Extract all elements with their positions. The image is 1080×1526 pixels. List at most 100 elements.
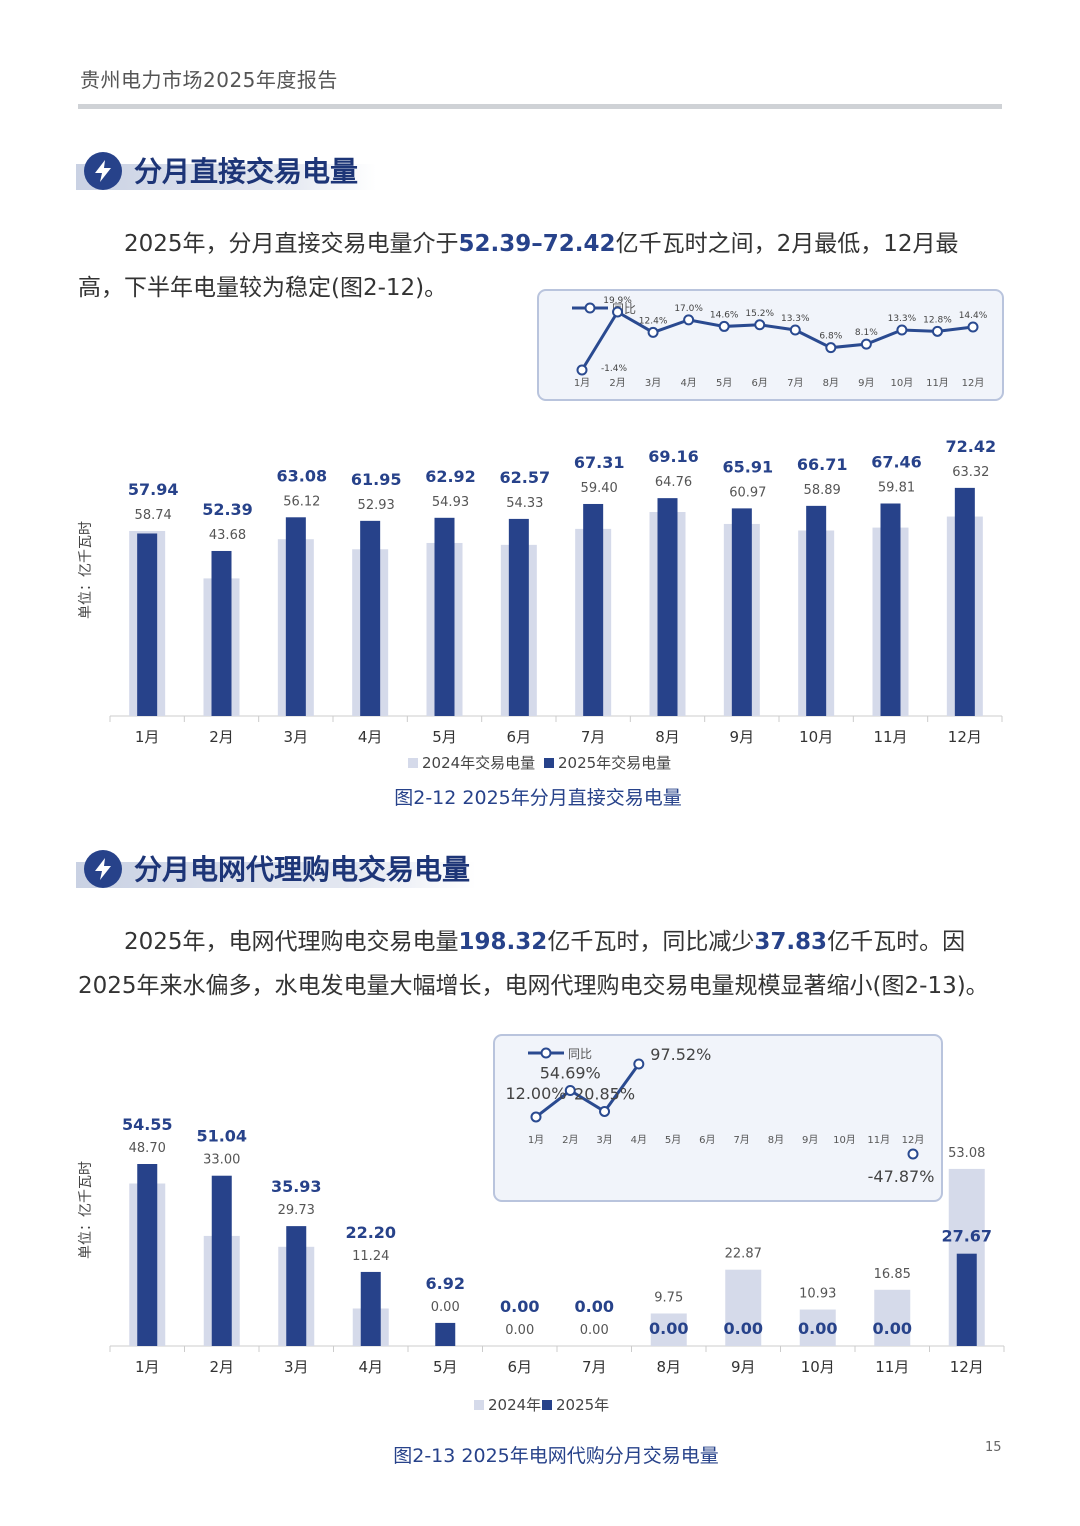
x-tick-label: 2月 xyxy=(209,728,234,746)
x-tick-label: 4月 xyxy=(358,728,383,746)
x-tick-label: 8月 xyxy=(656,1358,681,1376)
inset-point-label: -47.87% xyxy=(868,1167,935,1186)
inset-x-tick-label: 11月 xyxy=(867,1134,890,1146)
legend-swatch-2024 xyxy=(408,758,418,768)
figure-caption: 图2-13 2025年电网代购分月交易电量 xyxy=(393,1445,719,1467)
para-highlight: 52.39–72.42 xyxy=(458,231,616,257)
bar-2025 xyxy=(954,487,975,716)
data-label-2024: 59.81 xyxy=(878,481,915,496)
data-label-2025: 0.00 xyxy=(798,1319,837,1338)
inset-x-tick-label: 3月 xyxy=(645,377,661,389)
data-label-2024: 58.74 xyxy=(135,508,172,523)
inset-point xyxy=(576,364,588,376)
data-label-2024: 54.93 xyxy=(432,495,469,510)
data-label-2025: 62.57 xyxy=(500,468,551,487)
bar-2025 xyxy=(435,1322,456,1346)
inset-x-tick-label: 11月 xyxy=(926,377,949,389)
x-tick-label: 9月 xyxy=(731,1358,756,1376)
data-label-2025: 27.67 xyxy=(941,1227,992,1246)
data-label-2025: 0.00 xyxy=(575,1297,614,1316)
inset-x-tick-label: 6月 xyxy=(699,1134,715,1146)
direct-trade-chart: 58.74 57.94 1月 43.68 52.39 2月 56.12 63.08 3月 52.9… xyxy=(78,289,1004,772)
bar-2025 xyxy=(806,505,827,716)
data-label-2025: 54.55 xyxy=(122,1115,173,1134)
x-tick-label: 5月 xyxy=(433,1358,458,1376)
bar-2025 xyxy=(360,520,381,716)
inset-point-label: 54.69% xyxy=(540,1064,601,1083)
lightning-icon xyxy=(84,152,122,190)
data-label-2024: 59.40 xyxy=(581,481,618,496)
inset-x-tick-label: 6月 xyxy=(752,377,768,389)
inset-point-label: 12.00% xyxy=(505,1084,566,1103)
inset-x-tick-label: 4月 xyxy=(680,377,696,389)
data-label-2024: 0.00 xyxy=(580,1323,609,1338)
para-text: 亿千瓦时之间，2月最低，12月最高，下半年电量较为稳定(图2-12)。 xyxy=(78,231,959,301)
inset-x-tick-label: 12月 xyxy=(962,377,985,389)
section-heading-direct-trade: 分月直接交易电量 xyxy=(76,152,596,190)
inset-point-label: 12.8% xyxy=(923,315,952,325)
data-label-2024: 64.76 xyxy=(655,475,692,490)
data-label-2025: 67.31 xyxy=(574,453,625,472)
x-tick-label: 11月 xyxy=(875,1358,909,1376)
x-tick-label: 2月 xyxy=(209,1358,234,1376)
data-label-2025: 62.92 xyxy=(425,467,476,486)
inset-x-tick-label: 10月 xyxy=(833,1134,856,1146)
bar-2024 xyxy=(799,1309,836,1346)
inset-x-tick-label: 2月 xyxy=(609,377,625,389)
data-label-2025: 69.16 xyxy=(648,447,699,466)
inset-point xyxy=(564,1085,576,1097)
x-tick-label: 9月 xyxy=(730,728,755,746)
data-label-2024: 11.24 xyxy=(352,1249,389,1264)
para-highlight: 198.32 xyxy=(458,929,548,955)
inset-x-tick-label: 5月 xyxy=(665,1134,681,1146)
data-label-2025: 57.94 xyxy=(128,480,179,499)
bar-2024 xyxy=(725,1269,762,1346)
legend-swatch-2025 xyxy=(544,758,554,768)
inset-point-label: 14.4% xyxy=(959,311,988,321)
inset-legend-label: 同比 xyxy=(568,1047,592,1061)
data-label-2025: 0.00 xyxy=(500,1297,539,1316)
data-label-2025: 22.20 xyxy=(345,1223,396,1242)
x-tick-label: 7月 xyxy=(581,728,606,746)
x-tick-label: 11月 xyxy=(873,728,907,746)
bar-2025 xyxy=(285,517,306,716)
inset-x-tick-label: 8月 xyxy=(768,1134,784,1146)
lightning-icon xyxy=(84,850,122,888)
legend-swatch-2025 xyxy=(542,1400,552,1410)
inset-series-line xyxy=(580,309,974,371)
data-label-2024: 0.00 xyxy=(431,1300,460,1315)
inset-x-tick-label: 5月 xyxy=(716,377,732,389)
bar-2025 xyxy=(360,1271,381,1346)
x-tick-label: 10月 xyxy=(799,728,833,746)
section2-paragraph: 2025年，电网代理购电交易电量198.32亿千瓦时，同比减少37.83亿千瓦时… xyxy=(78,920,998,1008)
x-tick-label: 1月 xyxy=(135,728,160,746)
inset-x-tick-label: 10月 xyxy=(891,377,914,389)
section1-paragraph: 2025年，分月直接交易电量介于52.39–72.42亿千瓦时之间，2月最低，1… xyxy=(78,222,998,310)
inset-point-label: 13.3% xyxy=(888,314,917,324)
x-tick-label: 12月 xyxy=(948,728,982,746)
section-title: 分月电网代理购电交易电量 xyxy=(134,853,471,886)
bar-2025 xyxy=(657,498,678,716)
inset-point xyxy=(789,324,801,336)
inset-x-tick-label: 1月 xyxy=(574,377,590,389)
inset-point-label: 97.52% xyxy=(650,1045,711,1064)
data-label-2024: 0.00 xyxy=(505,1323,534,1338)
inset-x-tick-label: 8月 xyxy=(823,377,839,389)
data-label-2024: 52.93 xyxy=(358,498,395,513)
inset-panel xyxy=(493,1034,943,1202)
data-label-2024: 56.12 xyxy=(283,494,320,509)
bar-2025 xyxy=(731,508,752,716)
x-tick-label: 7月 xyxy=(582,1358,607,1376)
data-label-2024: 22.87 xyxy=(725,1247,762,1262)
data-label-2024: 58.89 xyxy=(804,483,841,498)
inset-point xyxy=(647,326,659,338)
bar-2024 xyxy=(874,1289,911,1346)
inset-x-tick-label: 12月 xyxy=(902,1134,925,1146)
inset-point xyxy=(633,1058,645,1070)
inset-point xyxy=(896,324,908,336)
inset-point-label: 12.4% xyxy=(639,316,668,326)
legend-label-2025: 2025年交易电量 xyxy=(558,754,671,772)
bar-2024 xyxy=(650,1313,687,1346)
data-label-2025: 67.46 xyxy=(871,453,922,472)
bar-2025 xyxy=(286,1226,307,1346)
